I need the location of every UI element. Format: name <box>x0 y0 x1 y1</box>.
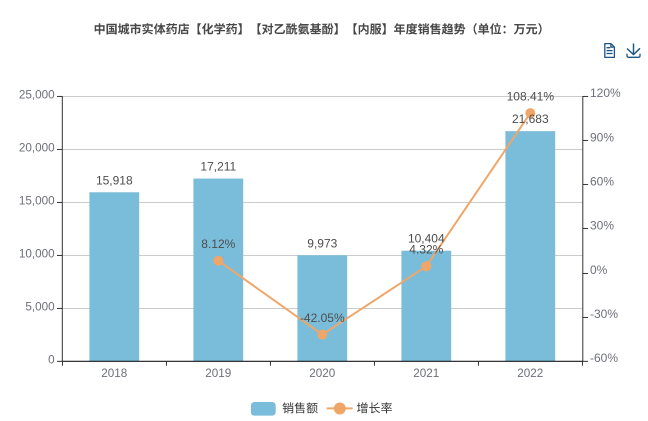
svg-text:120%: 120% <box>590 86 621 100</box>
svg-text:2021: 2021 <box>413 367 439 380</box>
svg-text:0%: 0% <box>590 263 608 277</box>
svg-text:-42.05%: -42.05% <box>300 311 345 325</box>
svg-text:2020: 2020 <box>309 367 336 380</box>
svg-text:15,918: 15,918 <box>96 173 133 187</box>
svg-text:15,000: 15,000 <box>19 194 55 207</box>
svg-text:10,404: 10,404 <box>408 232 445 246</box>
svg-text:0: 0 <box>48 353 55 366</box>
svg-text:10,000: 10,000 <box>19 247 55 260</box>
svg-text:2019: 2019 <box>205 367 231 380</box>
svg-text:25,000: 25,000 <box>19 88 55 101</box>
svg-text:2018: 2018 <box>101 367 127 380</box>
svg-text:4.32%: 4.32% <box>409 243 443 257</box>
svg-text:5,000: 5,000 <box>25 300 55 313</box>
svg-text:108.41%: 108.41% <box>507 89 555 103</box>
svg-text:9,973: 9,973 <box>307 236 337 250</box>
svg-text:-60%: -60% <box>590 351 618 365</box>
svg-text:30%: 30% <box>590 219 614 233</box>
svg-text:17,211: 17,211 <box>200 160 236 174</box>
svg-text:20,000: 20,000 <box>19 141 55 154</box>
svg-text:-30%: -30% <box>590 307 618 321</box>
svg-text:90%: 90% <box>590 130 614 144</box>
svg-text:60%: 60% <box>590 175 614 189</box>
svg-text:8.12%: 8.12% <box>201 237 235 251</box>
svg-text:21,683: 21,683 <box>512 112 549 126</box>
svg-text:2022: 2022 <box>517 367 543 380</box>
